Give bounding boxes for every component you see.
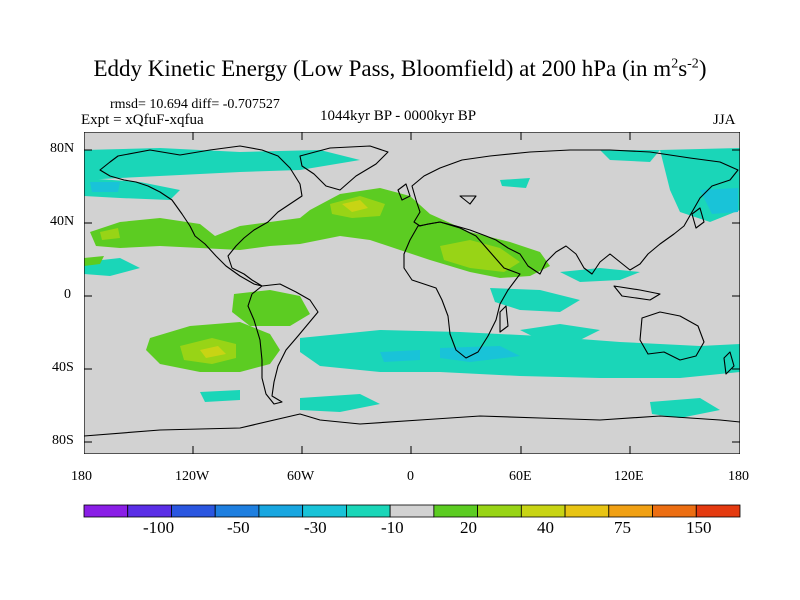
coastlines: [84, 145, 740, 437]
lon-label-120e: 120E: [614, 469, 644, 484]
colorbar-swatch: [345, 504, 391, 518]
contour-fill-light-blue: [90, 182, 738, 362]
contour-fill-cyan: [84, 148, 740, 418]
colorbar-label: 75: [614, 518, 631, 537]
lat-label-40n: 40N: [50, 214, 75, 229]
map-background: [84, 132, 740, 454]
colorbar-swatch: [608, 504, 653, 518]
lon-label-60e: 60E: [509, 469, 532, 484]
season-label: JJA: [713, 112, 736, 128]
colorbar-swatch: [83, 504, 129, 518]
colorbar-swatch: [477, 504, 522, 518]
colorbar-swatch: [433, 504, 478, 518]
colorbar-label: 20: [460, 518, 477, 537]
colorbar-swatch: [171, 504, 216, 518]
colorbar-label: -100: [143, 518, 175, 537]
colorbar-label: 40: [537, 518, 554, 537]
lat-label-40s: 40S: [52, 360, 74, 375]
plot-title: Eddy Kinetic Energy (Low Pass, Bloomfiel…: [93, 56, 707, 81]
colorbar-label: -10: [381, 518, 404, 537]
colorbar-swatch: [127, 504, 172, 518]
colorbar-label: 150: [686, 518, 712, 537]
lat-label-eq: 0: [64, 287, 71, 302]
lon-label-120w: 120W: [175, 469, 210, 484]
stats-text: rmsd= 10.694 diff= -0.707527: [110, 97, 280, 112]
lon-label-60w: 60W: [287, 469, 315, 484]
experiment-label: Expt = xQfuF-xqfua: [81, 112, 204, 128]
colorbar-swatch: [695, 504, 741, 518]
map-panel: [84, 132, 740, 454]
colorbar-label: -30: [304, 518, 327, 537]
colorbar-swatch: [302, 504, 347, 518]
axis-ticks: [84, 132, 740, 454]
lon-label-180e: 180: [728, 469, 749, 484]
colorbar-swatch: [652, 504, 697, 518]
colorbar-label: -50: [227, 518, 250, 537]
lat-label-80n: 80N: [50, 141, 75, 156]
contour-fill-olive: [200, 200, 368, 358]
colorbar-swatch: [214, 504, 260, 518]
lon-label-180w: 180: [71, 469, 92, 484]
colorbar-swatch: [258, 504, 304, 518]
colorbar-swatch: [389, 504, 435, 518]
lon-label-0: 0: [407, 469, 414, 484]
period-label: 1044kyr BP - 0000kyr BP: [320, 108, 477, 124]
lat-label-80s: 80S: [52, 433, 74, 448]
colorbar: [83, 504, 741, 518]
colorbar-swatch: [564, 504, 610, 518]
colorbar-swatch: [520, 504, 566, 518]
